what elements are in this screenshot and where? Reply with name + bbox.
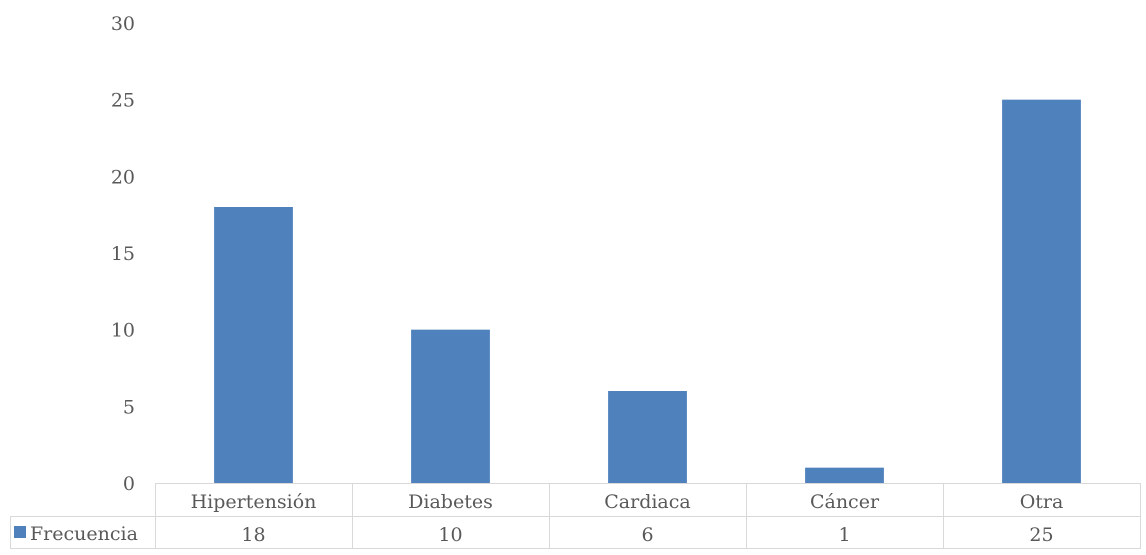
y-tick-label: 15	[111, 243, 135, 265]
data-table-values: 18 10 6 1 25	[241, 524, 1053, 546]
category-label: Diabetes	[408, 491, 493, 513]
bar	[214, 207, 293, 483]
category-label: Hipertensión	[191, 491, 317, 513]
category-label: Cardiaca	[604, 491, 690, 513]
value-label: 6	[641, 524, 653, 546]
value-label: 1	[838, 524, 850, 546]
legend-swatch	[14, 526, 26, 538]
y-tick-label: 10	[111, 320, 135, 342]
bar	[805, 467, 884, 483]
data-table-grid	[10, 483, 1141, 549]
y-tick-label: 30	[111, 13, 135, 35]
y-tick-label: 0	[123, 473, 135, 495]
legend: Frecuencia	[14, 523, 138, 545]
value-label: 25	[1029, 524, 1053, 546]
legend-label: Frecuencia	[30, 523, 138, 545]
category-labels: Hipertensión Diabetes Cardiaca Cáncer Otra	[191, 491, 1064, 513]
category-label: Otra	[1020, 491, 1064, 513]
value-label: 10	[438, 524, 462, 546]
bar	[1002, 99, 1081, 484]
category-label: Cáncer	[810, 491, 880, 513]
bar	[411, 329, 490, 483]
y-tick-label: 20	[111, 166, 135, 188]
y-axis-ticks: 0 5 10 15 20 25 30	[111, 13, 135, 495]
value-label: 18	[241, 524, 265, 546]
bars	[214, 99, 1081, 484]
y-tick-label: 5	[123, 396, 135, 418]
y-tick-label: 25	[111, 90, 135, 112]
bar	[608, 391, 687, 483]
